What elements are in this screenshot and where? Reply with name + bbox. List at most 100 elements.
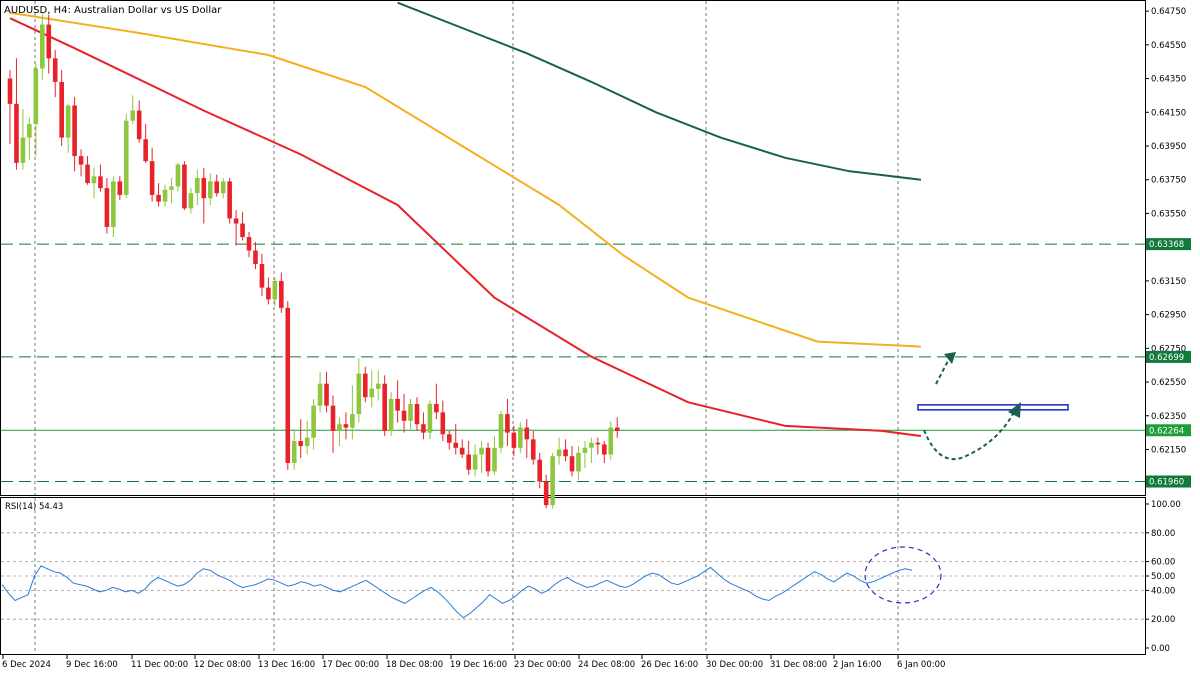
rsi-tick-label: 60.00: [1151, 558, 1175, 568]
candle-body: [311, 405, 316, 438]
candle-body: [446, 434, 452, 443]
target-zone-box: [917, 404, 1069, 411]
instrument-description: Australian Dollar vs US Dollar: [74, 5, 222, 16]
candle-body: [111, 181, 116, 227]
candle-body: [453, 442, 459, 448]
candle-body: [595, 442, 601, 445]
candle-body: [582, 447, 588, 453]
candle-body: [317, 383, 323, 406]
price-tick-label: 0.63550: [1151, 209, 1186, 219]
moving-averages-layer: [9, 1, 922, 437]
candle-body: [162, 189, 168, 202]
price-tick-label: 0.62150: [1151, 445, 1186, 455]
time-tick-label: 9 Dec 16:00: [66, 660, 118, 670]
rsi-tick-label: 40.00: [1151, 586, 1175, 596]
price-tick-label: 0.64750: [1151, 7, 1186, 17]
candle-body: [382, 383, 387, 431]
candle-body: [589, 442, 594, 448]
time-tick-label: 2 Jan 16:00: [833, 660, 881, 670]
time-tick-label: 26 Dec 16:00: [641, 660, 698, 670]
candle-body: [356, 373, 362, 415]
candle-body: [363, 373, 368, 398]
ma-200-line: [397, 1, 922, 181]
candle-body: [479, 447, 484, 455]
candle-body: [440, 412, 446, 435]
time-tick-label: 18 Dec 08:00: [386, 660, 443, 670]
candle-body: [104, 188, 110, 227]
candle-body: [72, 105, 77, 157]
candle-body: [330, 405, 336, 431]
candle-body: [240, 223, 245, 238]
candle-body: [14, 103, 19, 163]
candle-body: [130, 110, 136, 121]
candle-body: [608, 427, 614, 455]
price-level-box: [1146, 350, 1191, 363]
candle-body: [550, 456, 555, 506]
candle-body: [27, 124, 32, 138]
candle-body: [169, 186, 174, 190]
rsi-tick-label: 50.00: [1151, 572, 1175, 582]
rsi-layer: [1, 532, 1145, 620]
candle-body: [40, 24, 45, 69]
candle-body: [343, 424, 349, 428]
price-tick-label: 0.64550: [1151, 41, 1186, 51]
candle-body: [156, 194, 161, 202]
candle-body: [414, 403, 420, 425]
candle-body: [518, 427, 523, 448]
candle-body: [537, 459, 543, 482]
candle-body: [530, 439, 536, 460]
candle-body: [85, 164, 90, 184]
price-level-label: 0.61960: [1149, 478, 1184, 488]
rsi-label: RSI(14) 54.43: [5, 502, 63, 512]
chart-header: AUDUSD, H4: Australian Dollar vs US Doll…: [4, 5, 222, 16]
time-tick-label: 6 Jan 00:00: [897, 660, 945, 670]
price-tick-label: 0.62750: [1151, 344, 1186, 354]
candle-body: [298, 441, 303, 447]
annotations-layer: [917, 352, 1069, 460]
time-tick-label: 13 Dec 16:00: [258, 660, 315, 670]
candle-body: [569, 456, 575, 472]
curved-arrow-head: [1008, 402, 1021, 418]
candle-body: [65, 105, 71, 138]
candle-body: [614, 427, 620, 431]
time-tick-label: 19 Dec 16:00: [450, 660, 507, 670]
time-tick-label: 30 Dec 00:00: [706, 660, 763, 670]
candle-body: [117, 181, 123, 195]
candle-body: [285, 307, 291, 463]
arrow-up-head: [944, 352, 956, 364]
candle-body: [279, 280, 284, 308]
candle-body: [524, 427, 530, 440]
price-level-label: 0.62699: [1149, 353, 1184, 363]
candle-body: [511, 432, 517, 448]
candle-body: [220, 181, 226, 194]
price-tick-label: 0.62550: [1151, 378, 1186, 388]
candle-body: [505, 414, 510, 433]
candle-body: [395, 398, 400, 411]
candle-body: [143, 139, 148, 162]
candle-body: [350, 414, 355, 428]
candle-body: [149, 161, 155, 195]
price-panel-frame: [0, 0, 1146, 496]
price-level-box: [1146, 475, 1191, 488]
arrow-up-dotted: [935, 356, 951, 385]
candle-body: [543, 481, 549, 506]
curved-arrow-dotted: [923, 409, 1016, 460]
candle-body: [33, 68, 39, 125]
price-level-label: 0.63368: [1149, 240, 1184, 250]
candle-body: [291, 441, 297, 463]
candle-body: [337, 424, 342, 431]
candle-body: [195, 178, 200, 194]
price-level-box: [1146, 238, 1191, 251]
candle-body: [123, 120, 129, 195]
candle-body: [388, 398, 394, 431]
candle-body: [466, 454, 471, 470]
candle-body: [7, 78, 13, 104]
price-tick-label: 0.62350: [1151, 412, 1186, 422]
time-tick-label: 6 Dec 2024: [2, 660, 51, 670]
candle-body: [576, 452, 581, 472]
candle-body: [207, 181, 213, 199]
candle-body: [246, 237, 252, 251]
candle-body: [233, 218, 239, 224]
price-tick-label: 0.63750: [1151, 176, 1186, 186]
